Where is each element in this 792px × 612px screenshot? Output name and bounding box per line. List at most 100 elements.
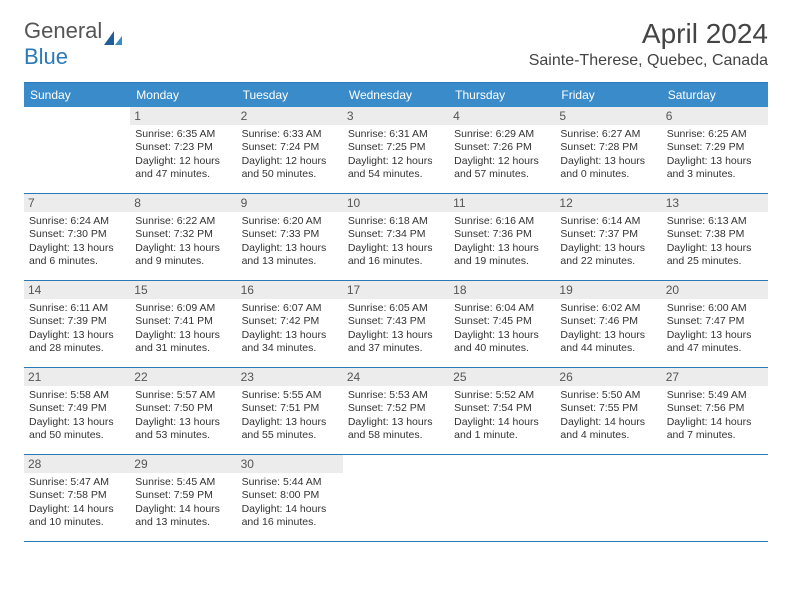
sunrise-text: Sunrise: 6:05 AM: [348, 302, 444, 315]
day-info: Sunrise: 5:49 AMSunset: 7:56 PMDaylight:…: [667, 389, 763, 443]
sunset-text: Sunset: 7:50 PM: [135, 402, 231, 415]
day-info: Sunrise: 6:27 AMSunset: 7:28 PMDaylight:…: [560, 128, 656, 182]
day-number: 26: [555, 368, 661, 386]
day-info: Sunrise: 5:53 AMSunset: 7:52 PMDaylight:…: [348, 389, 444, 443]
sunset-text: Sunset: 7:38 PM: [667, 228, 763, 241]
week-row: 1 Sunrise: 6:35 AMSunset: 7:23 PMDaylight…: [24, 107, 768, 194]
daylight-text: Daylight: 14 hours and 10 minutes.: [29, 503, 125, 530]
day-header: Saturday: [662, 83, 768, 107]
title-block: April 2024 Sainte-Therese, Quebec, Canad…: [529, 18, 768, 70]
day-number: 13: [662, 194, 768, 212]
daylight-text: Daylight: 13 hours and 37 minutes.: [348, 329, 444, 356]
day-info: Sunrise: 6:04 AMSunset: 7:45 PMDaylight:…: [454, 302, 550, 356]
day-cell: [449, 455, 555, 541]
day-info: Sunrise: 6:16 AMSunset: 7:36 PMDaylight:…: [454, 215, 550, 269]
daylight-text: Daylight: 13 hours and 58 minutes.: [348, 416, 444, 443]
daylight-text: Daylight: 13 hours and 25 minutes.: [667, 242, 763, 269]
day-cell: 23Sunrise: 5:55 AMSunset: 7:51 PMDayligh…: [237, 368, 343, 454]
day-number: 3: [343, 107, 449, 125]
sunset-text: Sunset: 7:42 PM: [242, 315, 338, 328]
day-number: 1: [130, 107, 236, 125]
day-info: Sunrise: 6:02 AMSunset: 7:46 PMDaylight:…: [560, 302, 656, 356]
week-row: 7 Sunrise: 6:24 AMSunset: 7:30 PMDaylight…: [24, 194, 768, 281]
daylight-text: Daylight: 13 hours and 50 minutes.: [29, 416, 125, 443]
day-info: Sunrise: 6:05 AMSunset: 7:43 PMDaylight:…: [348, 302, 444, 356]
day-number: 24: [343, 368, 449, 386]
day-number: 17: [343, 281, 449, 299]
day-cell: [343, 455, 449, 541]
day-header: Monday: [130, 83, 236, 107]
day-cell: 20Sunrise: 6:00 AMSunset: 7:47 PMDayligh…: [662, 281, 768, 367]
day-number: 25: [449, 368, 555, 386]
daylight-text: Daylight: 14 hours and 13 minutes.: [135, 503, 231, 530]
day-cell: 13Sunrise: 6:13 AMSunset: 7:38 PMDayligh…: [662, 194, 768, 280]
logo-part2: Blue: [24, 44, 68, 69]
sunrise-text: Sunrise: 6:04 AM: [454, 302, 550, 315]
week-row: 28Sunrise: 5:47 AMSunset: 7:58 PMDayligh…: [24, 455, 768, 542]
page-title: April 2024: [529, 18, 768, 50]
day-number: 14: [24, 281, 130, 299]
day-info: Sunrise: 6:07 AMSunset: 7:42 PMDaylight:…: [242, 302, 338, 356]
sunrise-text: Sunrise: 6:27 AM: [560, 128, 656, 141]
day-cell: 14Sunrise: 6:11 AMSunset: 7:39 PMDayligh…: [24, 281, 130, 367]
sunset-text: Sunset: 7:54 PM: [454, 402, 550, 415]
day-info: Sunrise: 6:35 AMSunset: 7:23 PMDaylight:…: [135, 128, 231, 182]
location-label: Sainte-Therese, Quebec, Canada: [529, 52, 768, 70]
sunset-text: Sunset: 7:33 PM: [242, 228, 338, 241]
daylight-text: Daylight: 14 hours and 1 minute.: [454, 416, 550, 443]
day-cell: [555, 455, 661, 541]
sunrise-text: Sunrise: 5:55 AM: [242, 389, 338, 402]
day-cell: 19Sunrise: 6:02 AMSunset: 7:46 PMDayligh…: [555, 281, 661, 367]
day-number: 5: [555, 107, 661, 125]
sunrise-text: Sunrise: 6:35 AM: [135, 128, 231, 141]
daylight-text: Daylight: 13 hours and 47 minutes.: [667, 329, 763, 356]
day-cell: 11Sunrise: 6:16 AMSunset: 7:36 PMDayligh…: [449, 194, 555, 280]
day-cell: [24, 107, 130, 193]
sunset-text: Sunset: 7:59 PM: [135, 489, 231, 502]
daylight-text: Daylight: 12 hours and 54 minutes.: [348, 155, 444, 182]
day-number: 4: [449, 107, 555, 125]
sunrise-text: Sunrise: 6:18 AM: [348, 215, 444, 228]
day-info: Sunrise: 6:00 AMSunset: 7:47 PMDaylight:…: [667, 302, 763, 356]
day-cell: 28Sunrise: 5:47 AMSunset: 7:58 PMDayligh…: [24, 455, 130, 541]
daylight-text: Daylight: 14 hours and 16 minutes.: [242, 503, 338, 530]
daylight-text: Daylight: 12 hours and 57 minutes.: [454, 155, 550, 182]
day-cell: 27Sunrise: 5:49 AMSunset: 7:56 PMDayligh…: [662, 368, 768, 454]
sunrise-text: Sunrise: 6:00 AM: [667, 302, 763, 315]
sunrise-text: Sunrise: 6:22 AM: [135, 215, 231, 228]
day-info: Sunrise: 6:24 AMSunset: 7:30 PMDaylight:…: [29, 215, 125, 269]
sunset-text: Sunset: 7:39 PM: [29, 315, 125, 328]
calendar: Sunday Monday Tuesday Wednesday Thursday…: [24, 82, 768, 542]
day-info: Sunrise: 6:33 AMSunset: 7:24 PMDaylight:…: [242, 128, 338, 182]
day-cell: 17 Sunrise: 6:05 AMSunset: 7:43 PMDayligh…: [343, 281, 449, 367]
sunset-text: Sunset: 7:37 PM: [560, 228, 656, 241]
sunrise-text: Sunrise: 5:53 AM: [348, 389, 444, 402]
day-number: 7: [24, 194, 130, 212]
day-number: 18: [449, 281, 555, 299]
sunrise-text: Sunrise: 5:52 AM: [454, 389, 550, 402]
daylight-text: Daylight: 13 hours and 0 minutes.: [560, 155, 656, 182]
day-number: 16: [237, 281, 343, 299]
logo-text: GeneralBlue: [24, 18, 122, 70]
day-header: Sunday: [24, 83, 130, 107]
day-cell: 3 Sunrise: 6:31 AMSunset: 7:25 PMDaylight…: [343, 107, 449, 193]
sunset-text: Sunset: 7:29 PM: [667, 141, 763, 154]
day-info: Sunrise: 6:18 AMSunset: 7:34 PMDaylight:…: [348, 215, 444, 269]
day-info: Sunrise: 5:50 AMSunset: 7:55 PMDaylight:…: [560, 389, 656, 443]
day-header: Friday: [555, 83, 661, 107]
day-cell: 6Sunrise: 6:25 AMSunset: 7:29 PMDaylight…: [662, 107, 768, 193]
sunset-text: Sunset: 8:00 PM: [242, 489, 338, 502]
daylight-text: Daylight: 13 hours and 3 minutes.: [667, 155, 763, 182]
day-info: Sunrise: 6:25 AMSunset: 7:29 PMDaylight:…: [667, 128, 763, 182]
sunrise-text: Sunrise: 6:07 AM: [242, 302, 338, 315]
day-cell: 18 Sunrise: 6:04 AMSunset: 7:45 PMDayligh…: [449, 281, 555, 367]
sunset-text: Sunset: 7:47 PM: [667, 315, 763, 328]
daylight-text: Daylight: 13 hours and 6 minutes.: [29, 242, 125, 269]
day-cell: 1 Sunrise: 6:35 AMSunset: 7:23 PMDaylight…: [130, 107, 236, 193]
day-info: Sunrise: 6:31 AMSunset: 7:25 PMDaylight:…: [348, 128, 444, 182]
sunrise-text: Sunrise: 6:09 AM: [135, 302, 231, 315]
daylight-text: Daylight: 12 hours and 50 minutes.: [242, 155, 338, 182]
day-number: 28: [24, 455, 130, 473]
sunrise-text: Sunrise: 5:45 AM: [135, 476, 231, 489]
sunrise-text: Sunrise: 6:20 AM: [242, 215, 338, 228]
